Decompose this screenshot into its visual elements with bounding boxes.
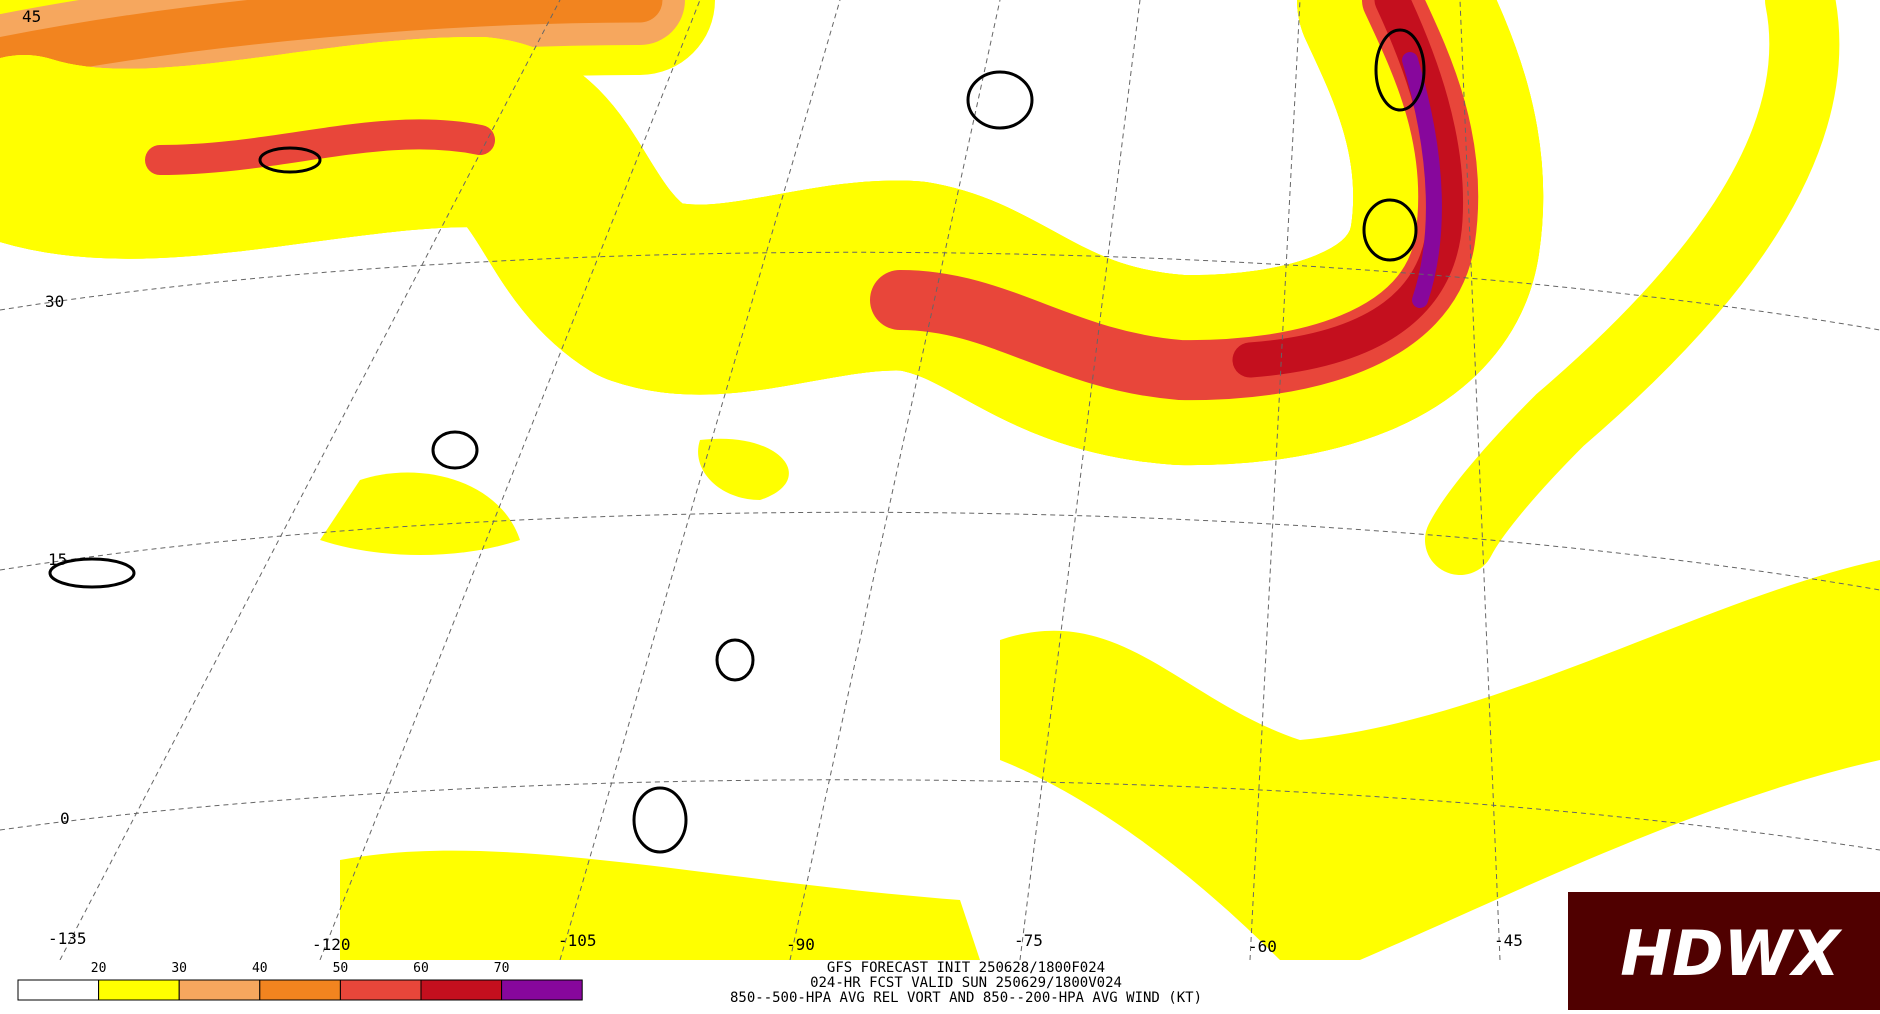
lat-label: 30 bbox=[45, 292, 64, 311]
yellow-patches bbox=[320, 438, 1880, 960]
wind-shading bbox=[0, 0, 1840, 575]
map-labels: 45 30 15 0 -135 -120 -105 -90 -75 -60 -45 20 30 40 50 6… bbox=[0, 7, 1568, 1010]
lat-label: 0 bbox=[60, 809, 70, 828]
colorbar-label: 60 bbox=[413, 961, 429, 976]
colorbar-swatch bbox=[98, 979, 180, 1001]
colorbar-label: 30 bbox=[171, 961, 187, 976]
colorbar-swatch bbox=[501, 979, 583, 1001]
logo-text: HDWX bbox=[1620, 917, 1843, 990]
colorbar-label: 50 bbox=[333, 961, 349, 976]
vorticity-contours bbox=[48, 28, 1426, 854]
footer-text: 024-HR FCST VALID SUN 250629/1800V024 bbox=[810, 975, 1122, 991]
graticule bbox=[0, 0, 1880, 961]
lon-label: -105 bbox=[558, 931, 597, 950]
colorbar-swatch bbox=[17, 979, 100, 1001]
colorbar-swatch bbox=[339, 979, 422, 1001]
lon-label: -75 bbox=[1014, 931, 1043, 950]
colorbar-label: 40 bbox=[252, 961, 268, 976]
lon-label: -45 bbox=[1494, 931, 1523, 950]
colorbar-label: 70 bbox=[494, 961, 510, 976]
footer-text: GFS FORECAST INIT 250628/1800F024 bbox=[827, 960, 1105, 976]
colorbar-label: 20 bbox=[91, 961, 107, 976]
colorbar-swatch bbox=[259, 979, 341, 1001]
lon-label: -135 bbox=[48, 929, 87, 948]
lat-label: 15 bbox=[48, 550, 67, 569]
footer-text: 850--500-HPA AVG REL VORT AND 850--200-H… bbox=[730, 990, 1202, 1006]
lon-label: -90 bbox=[786, 935, 815, 954]
colorbar-swatch bbox=[178, 979, 261, 1001]
lon-label: -60 bbox=[1248, 937, 1277, 956]
lon-label: -120 bbox=[312, 935, 351, 954]
colorbar-swatch bbox=[420, 979, 503, 1001]
logo-box bbox=[1568, 892, 1880, 1010]
lat-label: 45 bbox=[22, 7, 41, 26]
